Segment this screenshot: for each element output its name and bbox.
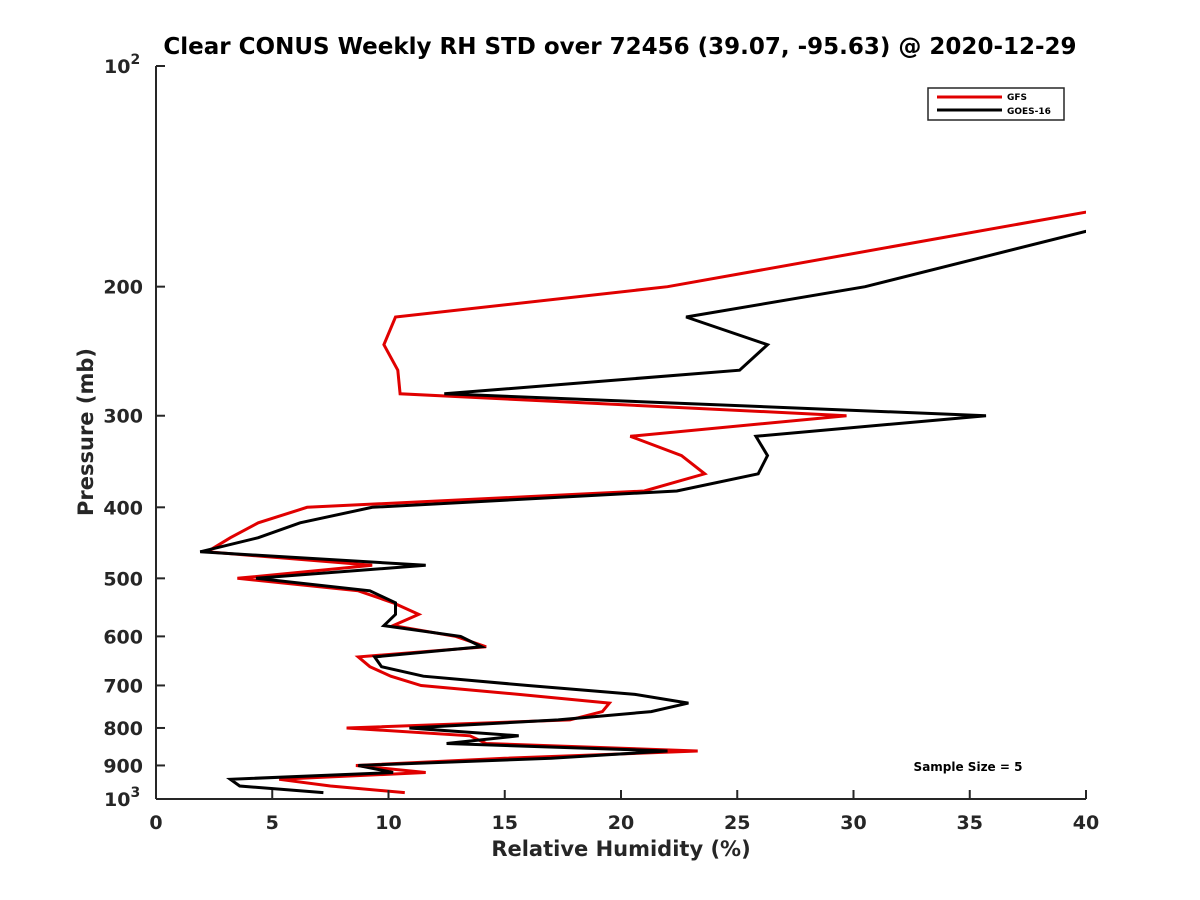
y-tick-label: 500 bbox=[103, 568, 143, 590]
x-tick-label: 35 bbox=[957, 812, 983, 834]
x-tick-label: 5 bbox=[266, 812, 279, 834]
x-tick-label: 30 bbox=[840, 812, 866, 834]
x-tick-label: 20 bbox=[608, 812, 634, 834]
chart-title: Clear CONUS Weekly RH STD over 72456 (39… bbox=[163, 34, 1076, 60]
series-line-gfs bbox=[202, 210, 1086, 795]
x-tick-label: 25 bbox=[724, 812, 750, 834]
y-tick-label: 800 bbox=[103, 718, 143, 740]
x-tick-label: 10 bbox=[375, 812, 401, 834]
y-tick-label: 300 bbox=[103, 406, 143, 428]
y-ticks: 102 200 300 400 500 600 700 800 900 103 bbox=[103, 52, 165, 811]
x-tick-label: 40 bbox=[1073, 812, 1099, 834]
y-axis-label: Pressure (mb) bbox=[74, 348, 98, 516]
series-group bbox=[199, 210, 1086, 795]
y-tick-label: 900 bbox=[103, 755, 143, 777]
axes bbox=[155, 66, 1086, 800]
legend-box bbox=[927, 87, 1065, 121]
y-tick-label: 102 bbox=[104, 52, 140, 78]
sample-size-annotation: Sample Size = 5 bbox=[914, 760, 1023, 774]
legend: GFS GOES-16 bbox=[927, 87, 1065, 121]
x-tick-label: 15 bbox=[492, 812, 518, 834]
y-tick-label: 600 bbox=[103, 626, 143, 648]
legend-label-goes16: GOES-16 bbox=[1007, 107, 1051, 117]
x-ticks: 0 5 10 15 20 25 30 35 40 bbox=[149, 790, 1099, 834]
series-line-goes16 bbox=[199, 229, 1086, 795]
y-tick-label: 200 bbox=[103, 277, 143, 299]
x-axis-label: Relative Humidity (%) bbox=[491, 837, 750, 861]
y-tick-label: 103 bbox=[104, 785, 140, 811]
legend-label-gfs: GFS bbox=[1007, 93, 1027, 103]
y-tick-label: 400 bbox=[103, 497, 143, 519]
y-tick-label: 700 bbox=[103, 675, 143, 697]
x-tick-label: 0 bbox=[149, 812, 162, 834]
